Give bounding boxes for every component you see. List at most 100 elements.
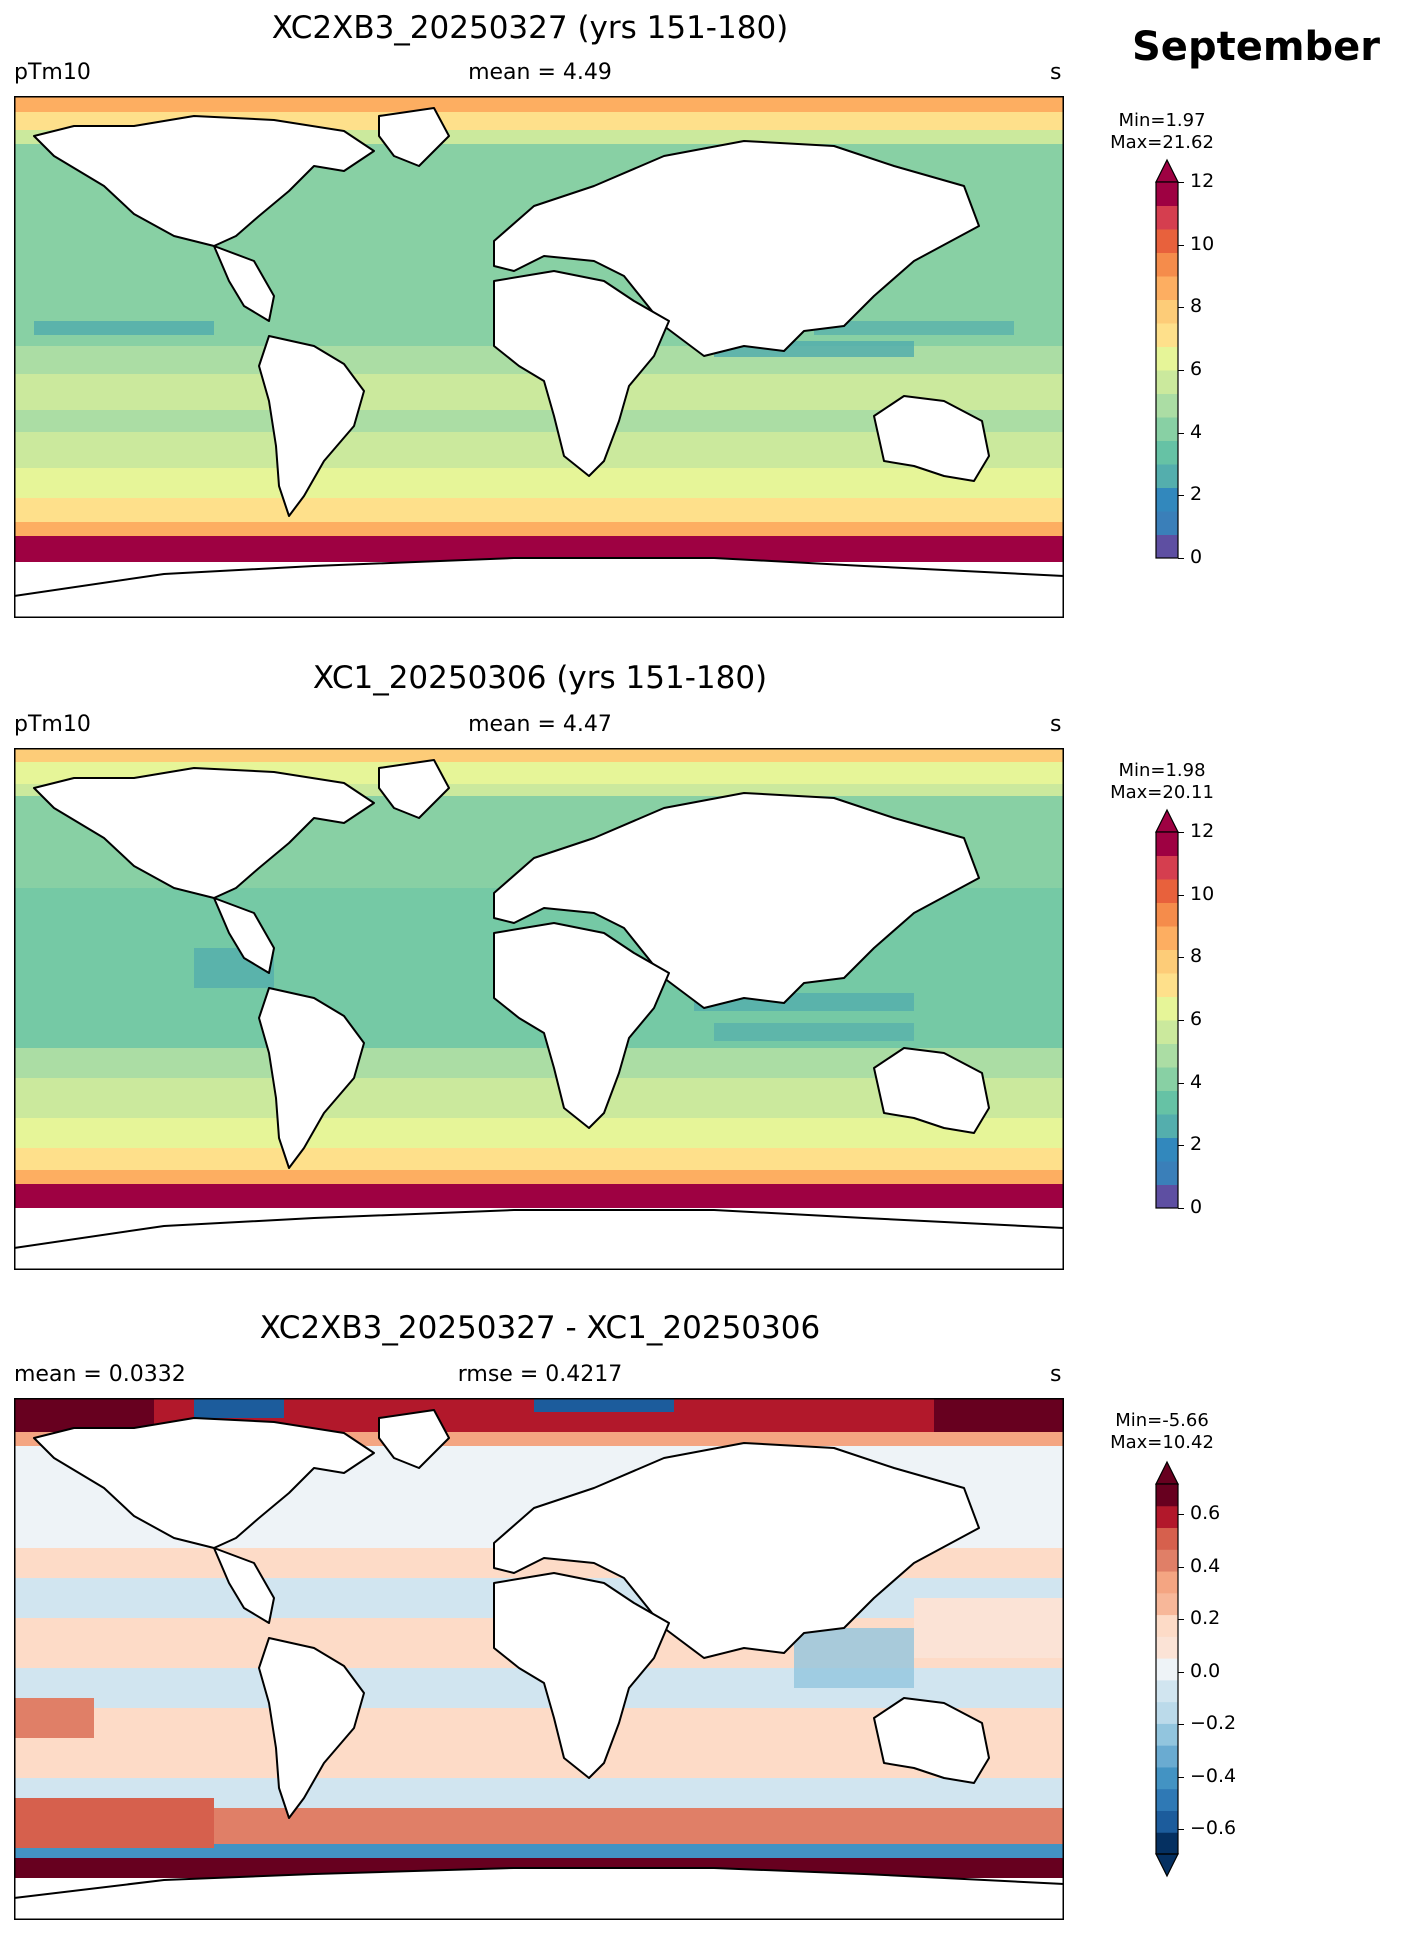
colorbar-tick-mark [1178, 1566, 1184, 1568]
panel-1-min: Min=1.97 [1118, 110, 1206, 131]
colorbar-segment [1156, 1184, 1178, 1209]
colorbar-tick-label: 0.6 [1190, 1502, 1221, 1524]
colorbar-segment [1156, 1114, 1178, 1138]
colorbar-segment [1156, 1137, 1178, 1162]
colorbar-segment [1156, 902, 1178, 927]
colorbar-segment [1156, 1636, 1178, 1659]
colorbar-tick-mark [1178, 1145, 1184, 1147]
panel-2-variable-label: pTm10 [14, 712, 91, 737]
panel-3-rmse-label: rmse = 0.4217 [457, 1362, 623, 1387]
colorbar-tick-label: 2 [1190, 483, 1203, 506]
colorbar-segment [1156, 1571, 1178, 1594]
colorbar-segment [1156, 1788, 1178, 1811]
colorbar-tick-label: 12 [1190, 170, 1215, 192]
panel-2-title: XC1_20250306 (yrs 151-180) [312, 660, 768, 696]
colorbar-tick-mark [1178, 244, 1184, 246]
panel-3-colorbar [1155, 1460, 1179, 1878]
colorbar-tick-label: 0.0 [1190, 1659, 1221, 1682]
colorbar-tick-label: 10 [1190, 882, 1215, 905]
panel-2-min: Min=1.98 [1118, 760, 1206, 781]
colorbar-segment [1156, 1745, 1178, 1768]
colorbar-tick-mark [1178, 370, 1184, 371]
colorbar-segment [1156, 229, 1178, 253]
colorbar-tick-label: 10 [1190, 232, 1215, 255]
panel-2-colorbar [1155, 808, 1179, 1209]
panel-3-title: XC2XB3_20250327 - XC1_20250306 [259, 1310, 821, 1346]
colorbar-segment [1156, 832, 1178, 856]
colorbar-tick-mark [1178, 957, 1184, 959]
colorbar-segment [1156, 949, 1178, 974]
panel-2-max: Max=20.11 [1110, 782, 1214, 803]
panel-1-variable-label: pTm10 [14, 60, 91, 85]
colorbar-segment [1156, 464, 1178, 488]
colorbar-tick-mark [1178, 182, 1184, 183]
colorbar-segment [1156, 1723, 1178, 1746]
colorbar-segment [1156, 1067, 1178, 1091]
colorbar-segment [1156, 417, 1178, 441]
colorbar-tick-label: 0.4 [1190, 1554, 1221, 1577]
colorbar-segment [1156, 1592, 1178, 1616]
colorbar-segment [1156, 511, 1178, 535]
colorbar-tick-mark [1178, 558, 1184, 559]
colorbar-tick-mark [1178, 307, 1184, 309]
colorbar-segment [1156, 1020, 1178, 1044]
colorbar-segment [1156, 1549, 1178, 1572]
colorbar-segment [1156, 205, 1178, 230]
month-label: September [1132, 24, 1380, 70]
panel-1-map [14, 96, 1064, 618]
land-masses [14, 759, 1064, 1270]
colorbar-tick-mark [1178, 1208, 1184, 1209]
panel-1-mean-label: mean = 4.49 [468, 60, 612, 85]
colorbar-segment [1156, 996, 1178, 1021]
colorbar-tick-label: 4 [1190, 420, 1203, 443]
colorbar-segment [1156, 346, 1178, 371]
colorbar-tick-mark [1178, 432, 1184, 434]
colorbar-segment [1156, 1810, 1178, 1833]
colorbar-tick-label: −0.6 [1190, 1817, 1237, 1839]
colorbar-tick-mark [1178, 1776, 1184, 1778]
colorbar-tick-mark [1178, 1514, 1184, 1515]
panel-3-mean-label: mean = 0.0332 [14, 1362, 186, 1387]
colorbar-tick-label: 8 [1190, 295, 1203, 318]
colorbar-tick-label: 6 [1190, 358, 1203, 380]
colorbar-tick-label: 4 [1190, 1070, 1203, 1093]
colorbar-segment [1156, 393, 1178, 418]
colorbar-tick-label: 0 [1190, 546, 1203, 568]
panel-2-units-label: s [1050, 712, 1062, 737]
colorbar-tick-mark [1178, 832, 1184, 833]
colorbar-segment [1156, 1766, 1178, 1790]
colorbar-tick-mark [1178, 894, 1184, 896]
colorbar-tick-mark [1178, 1619, 1184, 1620]
colorbar-segment [1156, 855, 1178, 880]
panel-3-map [14, 1398, 1064, 1920]
colorbar-segment [1156, 1701, 1178, 1724]
colorbar-tick-mark [1178, 1671, 1184, 1673]
panel-2-mean-label: mean = 4.47 [468, 712, 612, 737]
colorbar-segment [1156, 1614, 1178, 1637]
colorbar-tick-label: −0.2 [1190, 1712, 1237, 1734]
colorbar-segment [1156, 1090, 1178, 1115]
land-masses [14, 107, 1064, 618]
colorbar-segment [1156, 1505, 1178, 1529]
colorbar-tick-mark [1178, 495, 1184, 497]
colorbar-extend-arrow [1155, 158, 1179, 183]
colorbar-segment [1156, 534, 1178, 559]
colorbar-tick-label: 8 [1190, 945, 1203, 968]
colorbar-segment [1156, 276, 1178, 300]
colorbar-tick-label: −0.4 [1190, 1764, 1237, 1787]
colorbar-tick-label: 0.2 [1190, 1607, 1221, 1629]
colorbar-extend-arrow-top [1155, 1460, 1179, 1485]
panel-3-max: Max=10.42 [1110, 1432, 1214, 1453]
colorbar-segment [1156, 487, 1178, 512]
colorbar-tick-label: 2 [1190, 1133, 1203, 1156]
colorbar-segment [1156, 973, 1178, 997]
colorbar-tick-mark [1178, 1724, 1184, 1725]
colorbar-segment [1156, 926, 1178, 950]
colorbar-tick-label: 12 [1190, 820, 1215, 842]
colorbar-extend-arrow [1155, 808, 1179, 833]
colorbar-segment [1156, 370, 1178, 394]
colorbar-tick-mark [1178, 1829, 1184, 1830]
panel-3-map-frame [14, 1398, 1064, 1920]
panel-1-title: XC2XB3_20250327 (yrs 151-180) [271, 10, 789, 46]
colorbar-segment [1156, 879, 1178, 903]
